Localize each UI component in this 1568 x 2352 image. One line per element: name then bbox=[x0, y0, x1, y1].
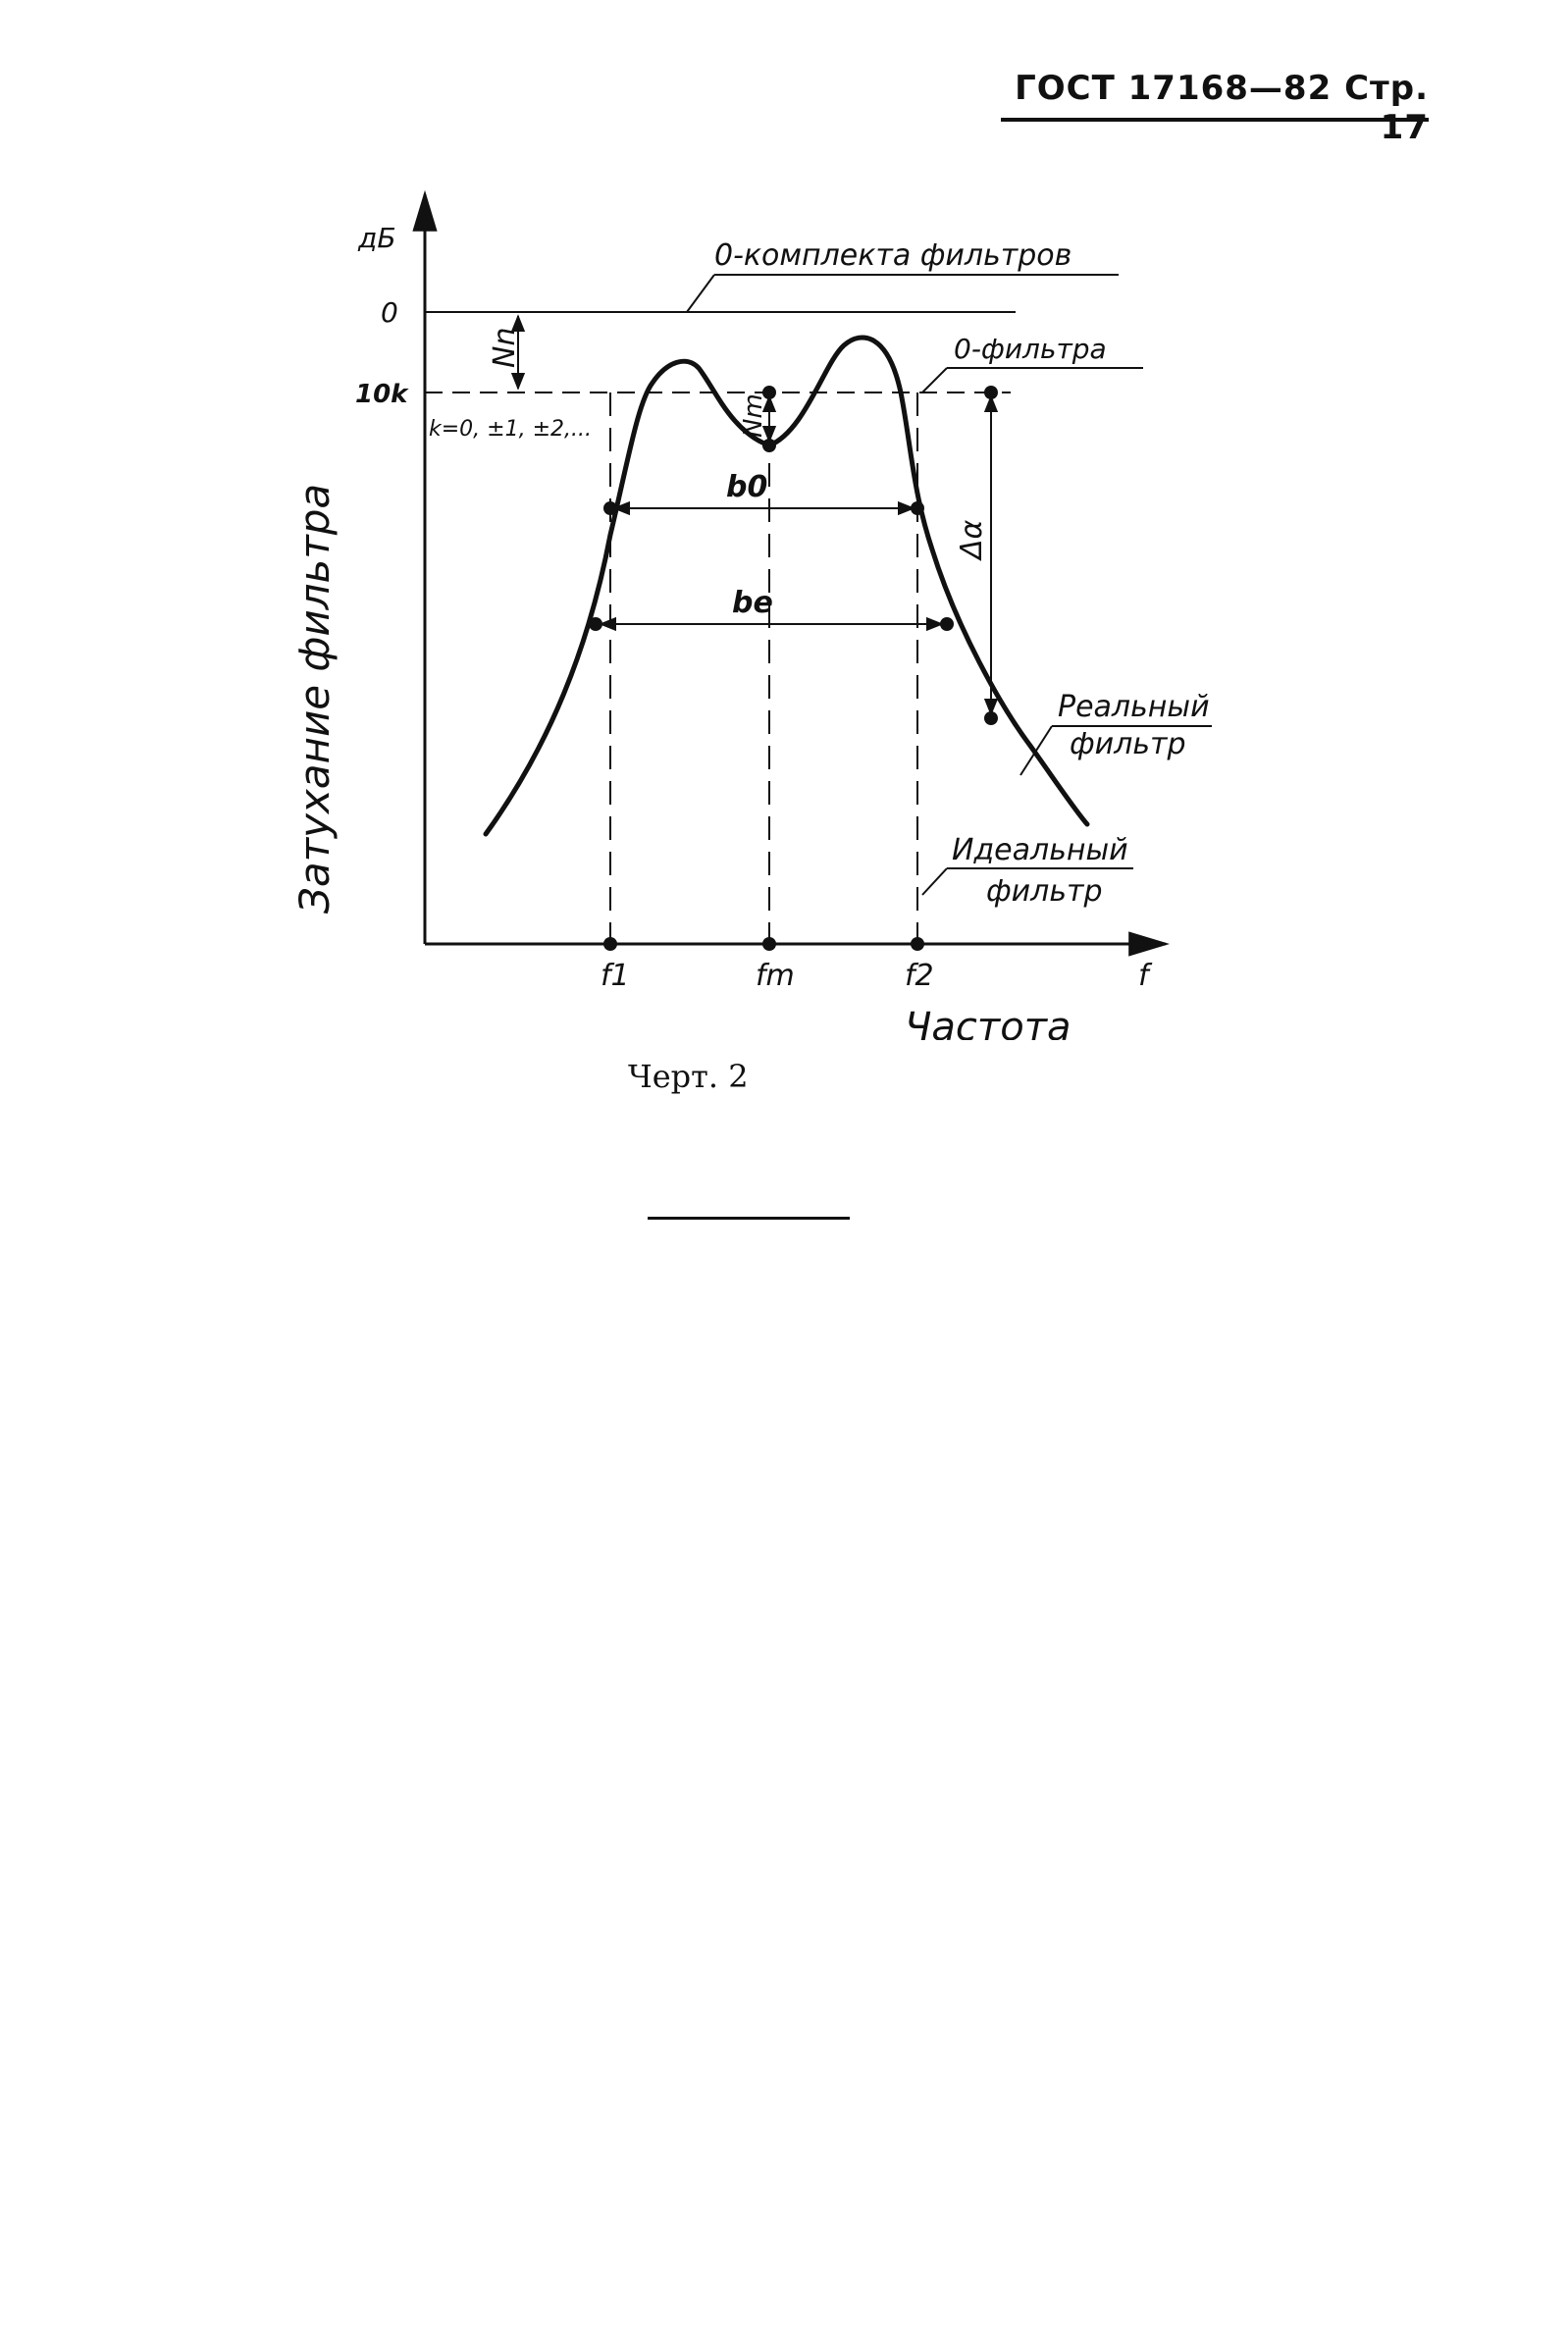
point-be-left bbox=[589, 617, 602, 631]
figure-caption: Черт. 2 bbox=[628, 1058, 749, 1095]
ideal-filter-label-line1: Идеальный bbox=[952, 833, 1128, 867]
real-filter-curve bbox=[483, 335, 1090, 837]
ideal-filter-label-line2: фильтр bbox=[986, 874, 1103, 909]
point-be-right bbox=[940, 617, 954, 631]
real-filter-label-line2: фильтр bbox=[1070, 727, 1186, 761]
y-unit-label: дБ bbox=[357, 222, 396, 254]
page-header: ГОСТ 17168—82 Стр. 17 bbox=[1015, 69, 1429, 147]
point-delta-top bbox=[984, 386, 998, 399]
marker-points bbox=[589, 386, 998, 951]
leader-real-filter bbox=[1019, 725, 1053, 776]
x-variable-label: f bbox=[1138, 959, 1153, 993]
real-filter-label-line1: Реальный bbox=[1058, 690, 1210, 724]
nn-label: Nn bbox=[488, 328, 522, 368]
end-rule bbox=[648, 1217, 850, 1220]
filter-zero-label: 0-фильтра bbox=[954, 333, 1107, 365]
delta-alpha-label: Δα bbox=[955, 519, 989, 561]
header-rule bbox=[1001, 118, 1429, 122]
set-zero-label: 0-комплекта фильтров bbox=[714, 238, 1071, 273]
tick-fm: fm bbox=[756, 959, 795, 993]
leader-set-zero bbox=[686, 274, 715, 313]
leader-ideal-filter bbox=[921, 867, 948, 896]
point-fm-valley bbox=[762, 439, 776, 452]
point-b0-right bbox=[911, 501, 924, 515]
leader-filter-zero bbox=[921, 367, 948, 393]
k-values-label: k=0, ±1, ±2,... bbox=[429, 417, 592, 442]
point-fm bbox=[762, 937, 776, 951]
point-delta-bottom bbox=[984, 711, 998, 725]
nm-label: Nm bbox=[739, 393, 768, 438]
point-b0-left bbox=[603, 501, 617, 515]
point-f1 bbox=[603, 937, 617, 951]
tick-f2: f2 bbox=[905, 959, 934, 993]
tick-f1: f1 bbox=[601, 959, 630, 993]
point-fm-top bbox=[762, 386, 776, 399]
b0-label: b0 bbox=[726, 470, 767, 504]
filter-attenuation-diagram: дБ 0 10k k=0, ±1, ±2,... 0-комплекта фил… bbox=[290, 189, 1212, 1040]
x-axis-title: Частота bbox=[905, 1005, 1071, 1040]
point-f2 bbox=[911, 937, 924, 951]
y-axis-title: Затухание фильтра bbox=[290, 484, 339, 914]
level-10k-label: 10k bbox=[355, 380, 409, 409]
level-zero-label: 0 bbox=[381, 296, 398, 329]
be-label: be bbox=[732, 586, 773, 620]
